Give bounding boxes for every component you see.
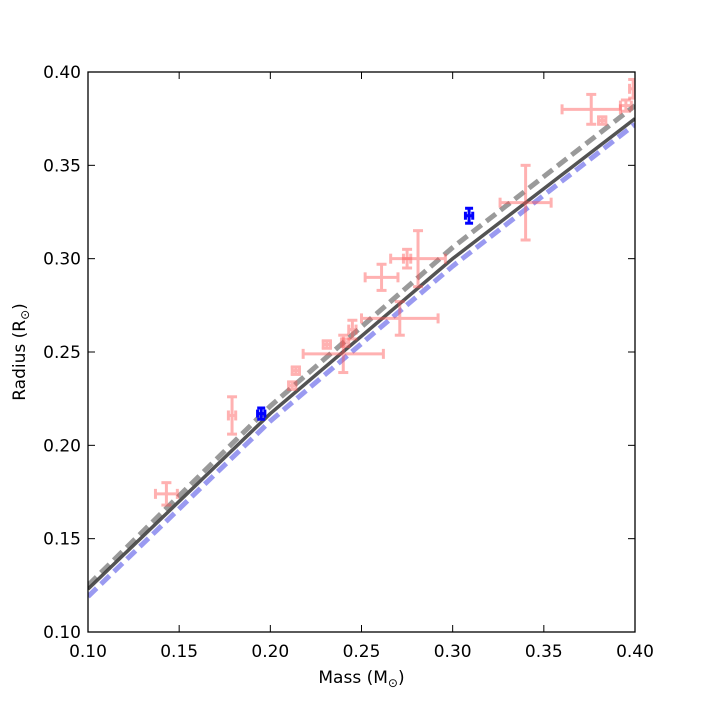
model-solid-line <box>88 117 635 591</box>
model-lines <box>88 103 635 599</box>
literature-point-4 <box>321 339 333 350</box>
literature-point-2 <box>290 365 302 376</box>
x-axis-label-subscript: ⊙ <box>388 676 398 690</box>
point-marker <box>397 316 402 321</box>
y-tick-label: 0.25 <box>43 343 81 363</box>
literature-point-8 <box>363 262 400 292</box>
point-marker <box>230 413 235 418</box>
y-tick-label: 0.20 <box>43 436 81 456</box>
y-tick-label: 0.40 <box>43 63 81 83</box>
point-marker <box>623 103 628 108</box>
point-marker <box>259 411 264 416</box>
axis-ticks: 0.10 0.15 0.20 0.25 0.30 0.35 0.40 0.10 0.15 0.20… <box>43 63 654 662</box>
new-point-0 <box>256 406 267 421</box>
point-marker <box>467 213 472 218</box>
model-dashed-gray-line <box>88 103 635 588</box>
data-points <box>153 77 635 507</box>
point-marker <box>600 118 605 123</box>
literature-point-12 <box>498 163 553 242</box>
literature-point-11 <box>389 229 447 289</box>
literature-point-9 <box>360 300 440 337</box>
point-marker <box>343 340 348 345</box>
point-marker <box>631 86 635 91</box>
model-dashed-blue-line <box>88 122 635 599</box>
x-tick-label: 0.15 <box>160 642 198 662</box>
plot-frame <box>87 71 636 633</box>
x-tick-label: 0.30 <box>434 642 472 662</box>
y-tick-label: 0.10 <box>43 623 81 643</box>
x-tick-label: 0.35 <box>525 642 563 662</box>
literature-point-6 <box>339 337 351 348</box>
literature-point-10 <box>401 247 413 270</box>
literature-point-0 <box>153 481 179 507</box>
point-marker <box>341 351 346 356</box>
point-marker <box>405 256 410 261</box>
literature-point-13 <box>560 92 622 126</box>
x-tick-label: 0.25 <box>343 642 381 662</box>
point-marker <box>324 342 329 347</box>
literature-point-7 <box>347 318 358 341</box>
new-point-1 <box>463 206 475 225</box>
literature-point-14 <box>597 115 608 126</box>
point-marker <box>589 107 594 112</box>
y-axis-label-subscript: ⊙ <box>18 310 32 320</box>
y-tick-label: 0.15 <box>43 530 81 550</box>
point-marker <box>164 491 169 496</box>
x-axis-label: Mass (M⊙) <box>318 668 404 690</box>
y-tick-label: 0.35 <box>43 156 81 176</box>
x-tick-label: 0.10 <box>69 642 107 662</box>
literature-point-5 <box>301 333 385 375</box>
x-tick-label: 0.20 <box>251 642 289 662</box>
point-marker <box>350 327 355 332</box>
literature-point-3 <box>287 380 298 391</box>
point-marker <box>523 200 528 205</box>
point-marker <box>379 275 384 280</box>
x-tick-label: 0.40 <box>616 642 654 662</box>
y-axis-label: Radius (R⊙) <box>10 303 32 401</box>
point-marker <box>290 383 295 388</box>
point-marker <box>293 368 298 373</box>
literature-point-15 <box>618 98 633 113</box>
point-marker <box>416 256 421 261</box>
literature-point-16 <box>628 77 635 100</box>
literature-point-1 <box>226 395 238 436</box>
y-tick-label: 0.30 <box>43 250 81 270</box>
